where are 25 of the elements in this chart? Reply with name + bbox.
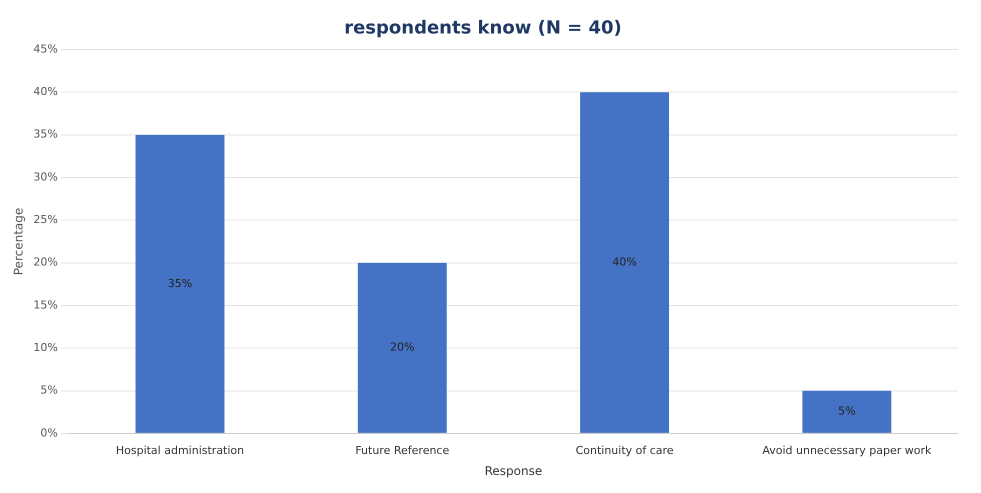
bar: [580, 92, 670, 433]
x-tick-label: Hospital administration: [116, 444, 244, 457]
data-label: 20%: [390, 340, 415, 354]
data-label: 35%: [168, 276, 192, 290]
y-tick-label: 45%: [33, 42, 58, 56]
y-tick-label: 0%: [40, 426, 58, 440]
x-tick-label: Continuity of care: [576, 444, 674, 457]
chart-title: respondents know (N = 40): [344, 17, 622, 38]
x-axis-title: Response: [484, 464, 542, 478]
y-tick-label: 10%: [33, 340, 58, 354]
y-axis-title: Percentage: [11, 208, 26, 276]
x-tick-label: Future Reference: [355, 444, 450, 457]
y-tick-label: 25%: [33, 213, 58, 226]
y-tick-label: 5%: [40, 384, 58, 397]
y-tick-label: 30%: [33, 170, 58, 184]
y-tick-label: 40%: [33, 85, 58, 98]
y-tick-label: 20%: [33, 256, 58, 269]
bar: [802, 390, 892, 433]
bar: [136, 134, 224, 433]
bar: [358, 262, 447, 433]
x-tick-label: Avoid unnecessary paper work: [762, 444, 932, 457]
y-tick-label: 35%: [33, 128, 58, 141]
data-label: 40%: [612, 255, 637, 268]
data-label: 5%: [838, 404, 856, 418]
y-tick-label: 15%: [33, 298, 58, 312]
